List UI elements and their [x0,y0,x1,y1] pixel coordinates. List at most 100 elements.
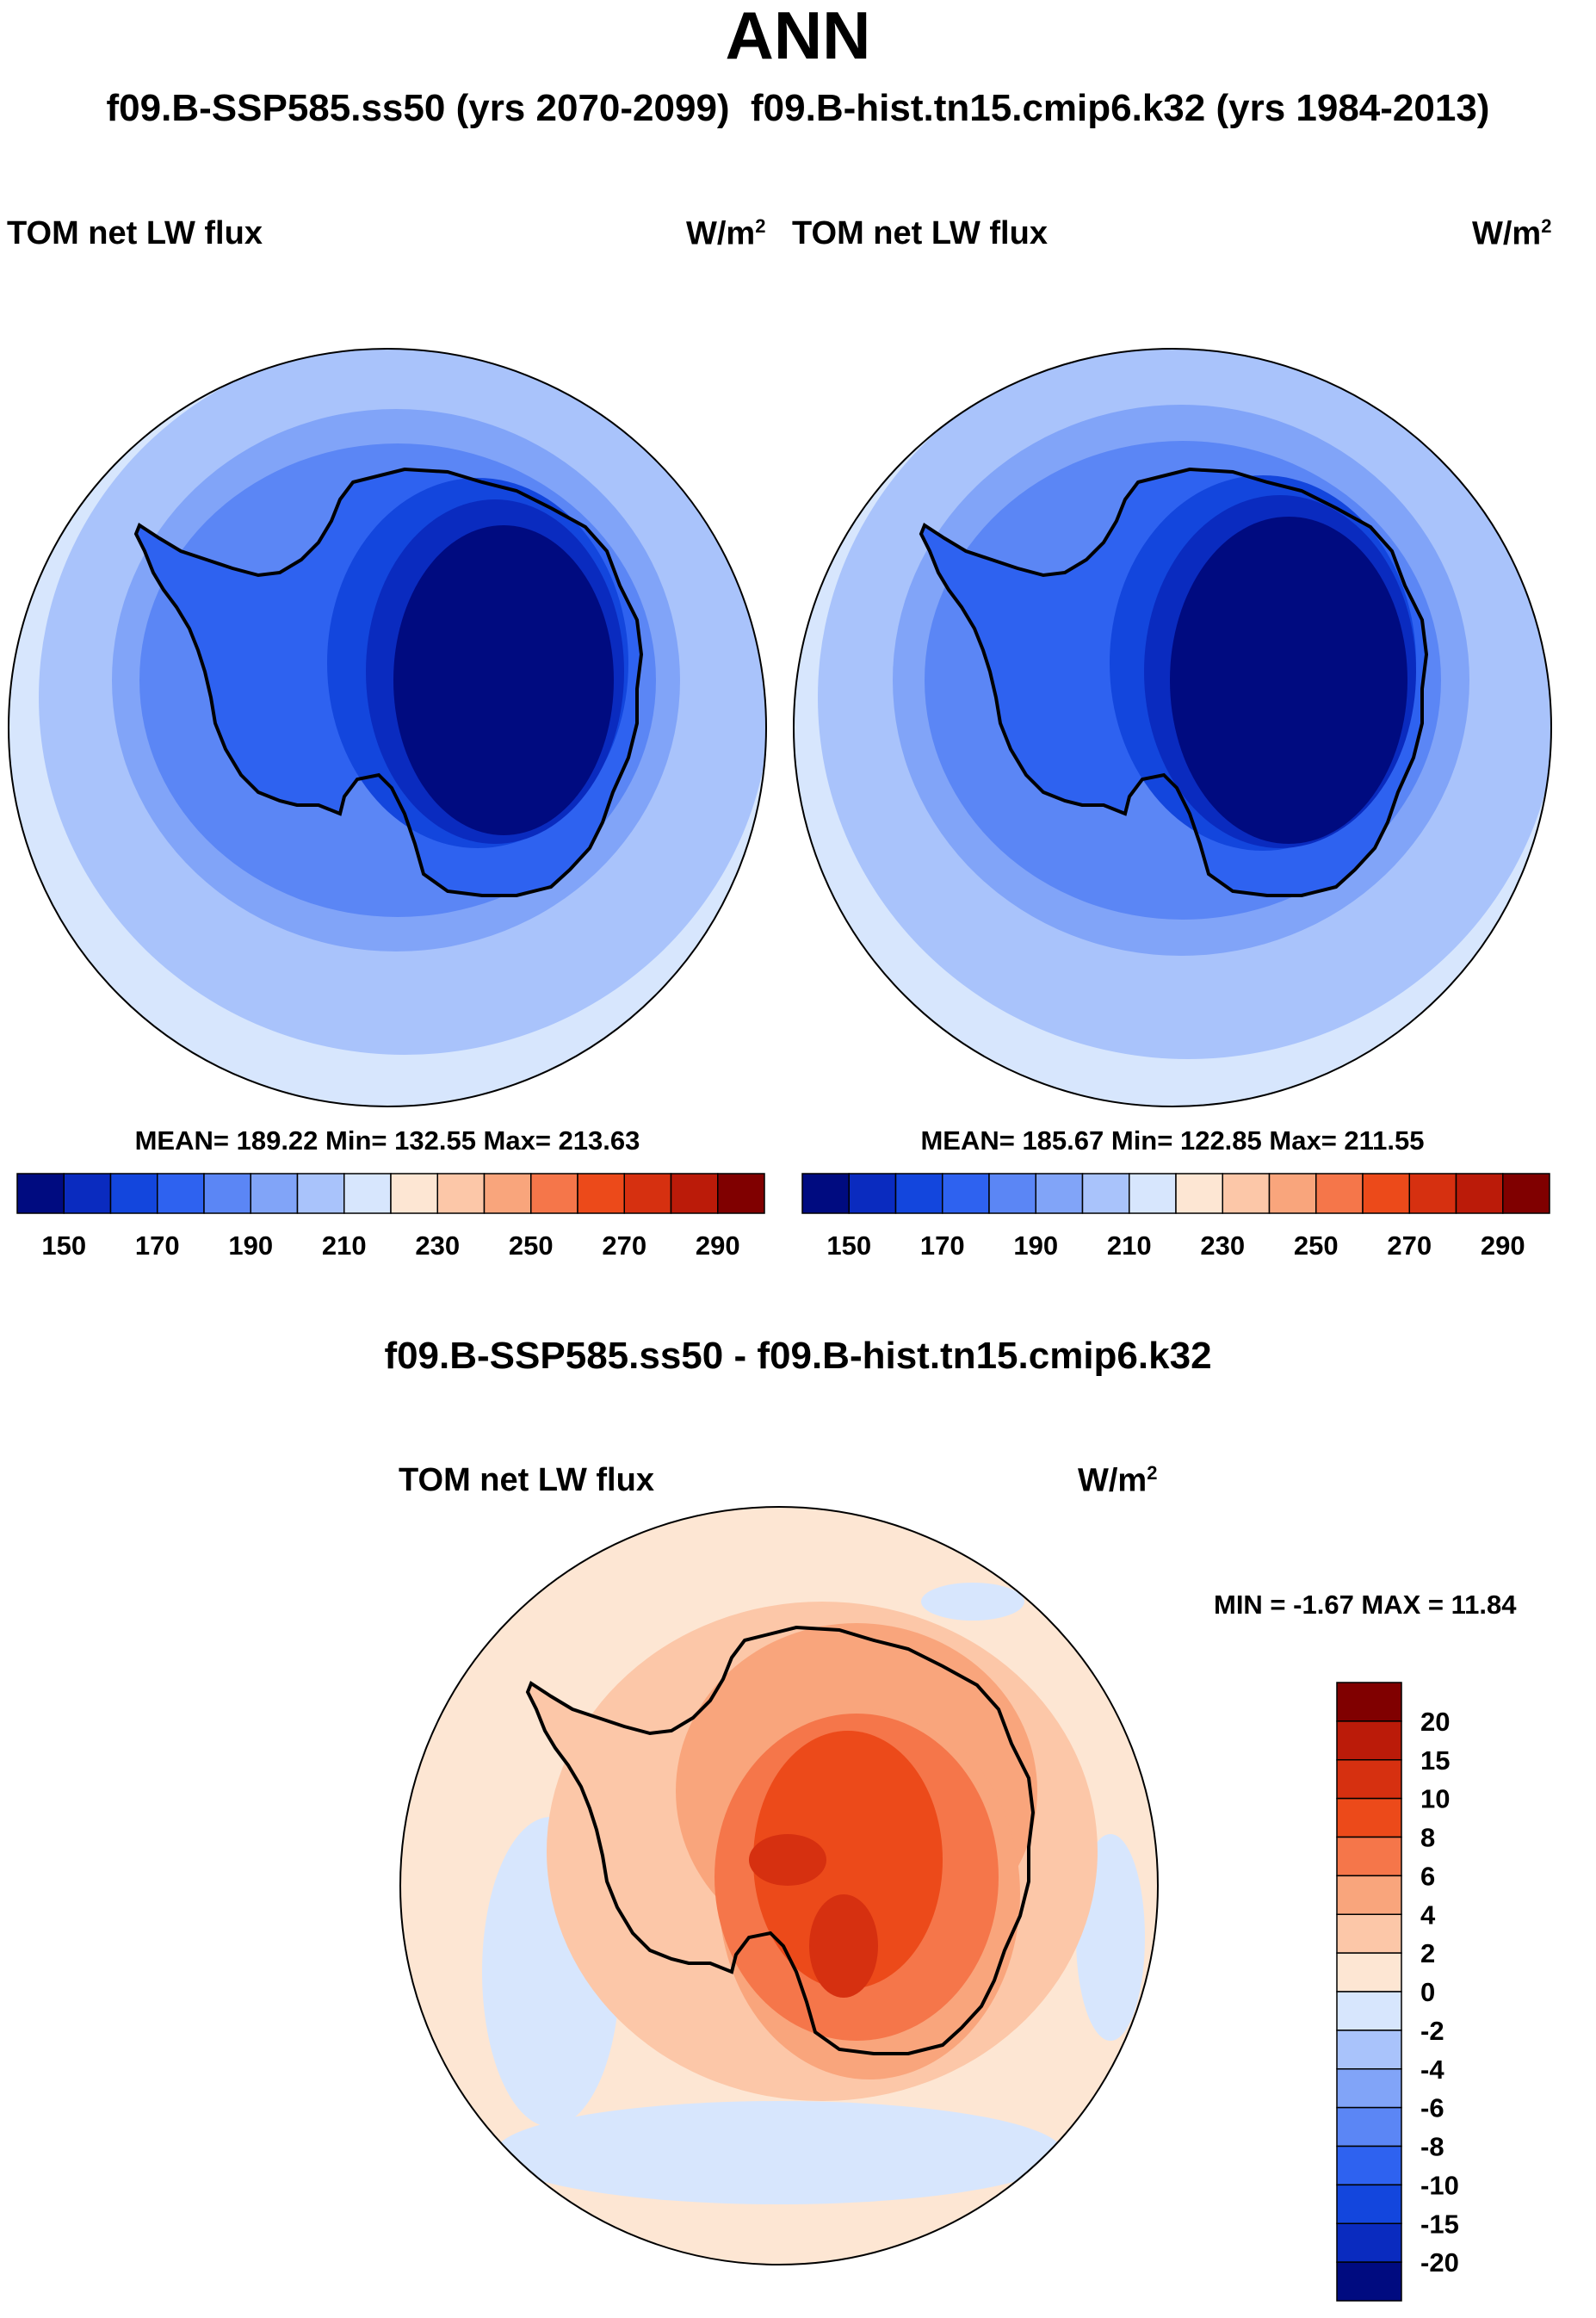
case-colorbar-box [296,1173,345,1214]
case-colorbar-box [577,1173,625,1214]
diff-colorbar-label: -8 [1420,2132,1444,2162]
diff-panel-title: TOM net LW flux [399,1462,654,1498]
diff-colorbar-label: -20 [1420,2247,1459,2278]
case-colorbar-box [16,1173,65,1214]
diff-colorbar-box [1336,1875,1402,1915]
ref-colorbar-label: 190 [1013,1230,1058,1261]
figure-title: ANN [725,0,871,73]
case-units-exp: 2 [755,215,766,237]
diff-colorbar-box [1336,2145,1402,2186]
ref-colorbar-box [1175,1173,1223,1214]
diff-colorbar-box [1336,1682,1402,1722]
diff-title: f09.B-SSP585.ss50 - f09.B-hist.tn15.cmip… [384,1335,1212,1377]
case-colorbar-box [530,1173,578,1214]
diff-colorbar-box [1336,1991,1402,2031]
diff-colorbar-label: 8 [1420,1823,1435,1853]
ref-colorbar-box [1502,1173,1550,1214]
diff-colorbar-box [1336,1759,1402,1800]
diff-colorbar-label: 0 [1420,1977,1435,2007]
ref-colorbar-box [1268,1173,1317,1214]
ref-colorbar-box [1222,1173,1271,1214]
diff-colorbar-label: 10 [1420,1784,1450,1814]
ref-colorbar-box [1081,1173,1130,1214]
case-colorbar-label: 190 [228,1230,273,1261]
case-colorbar-box [483,1173,532,1214]
ref-colorbar-label: 170 [920,1230,965,1261]
case-colorbar-box [343,1173,392,1214]
ref-colorbar-box [1362,1173,1410,1214]
case-colorbar-label: 270 [602,1230,646,1261]
diff-colorbar-label: -4 [1420,2055,1444,2085]
diff-colorbar-box [1336,2068,1402,2109]
ref-colorbar-box [1455,1173,1504,1214]
ref-colorbar-box [942,1173,990,1214]
case-colorbar-label: 250 [509,1230,554,1261]
diff-panel-units: W/m2 [1078,1464,1157,1497]
case-colorbar-label: 150 [41,1230,86,1261]
diff-colorbar-box [1336,1913,1402,1954]
diff-stats: MIN = -1.67 MAX = 11.84 [1214,1590,1517,1620]
ref-colorbar-label: 210 [1107,1230,1152,1261]
ref-colorbar-box [1129,1173,1177,1214]
diff-colorbar-box [1336,2222,1402,2263]
ref-colorbar-box [1408,1173,1457,1214]
diff-colorbar-box [1336,1797,1402,1838]
ref-panel-title: TOM net LW flux [792,215,1048,251]
subtitle-ref: f09.B-hist.tn15.cmip6.k32 (yrs 1984-2013… [751,87,1490,129]
ref-colorbar-box [988,1173,1036,1214]
case-colorbar-box [203,1173,251,1214]
case-colorbar-label: 230 [415,1230,460,1261]
diff-colorbar-label: -2 [1420,2016,1444,2046]
diff-colorbar-box [1336,2261,1402,2302]
ref-units-base: W/m [1472,215,1542,252]
ref-colorbar-box [1035,1173,1084,1214]
diff-colorbar-label: 15 [1420,1745,1450,1776]
ref-colorbar-label: 270 [1387,1230,1432,1261]
ref-panel-units: W/m2 [1472,217,1551,251]
case-colorbar-box [717,1173,765,1214]
diff-colorbar-label: 6 [1420,1861,1435,1891]
diff-colorbar-box [1336,2184,1402,2224]
diff-colorbar-box [1336,2106,1402,2148]
diff-colorbar-label: 2 [1420,1938,1435,1968]
case-colorbar-box [670,1173,719,1214]
case-colorbar-box [63,1173,112,1214]
case-colorbar-box [250,1173,299,1214]
diff-colorbar-box [1336,1952,1402,1993]
ref-colorbar-label: 290 [1481,1230,1525,1261]
case-colorbar-box [623,1173,672,1214]
ref-colorbar-box [848,1173,897,1214]
diff-map-border [399,1506,1159,2265]
ref-colorbar-box [894,1173,943,1214]
case-panel-title: TOM net LW flux [7,215,263,251]
case-colorbar-box [390,1173,438,1214]
ref-map [794,349,1551,1106]
diff-units-base: W/m [1078,1462,1148,1499]
ref-colorbar-label: 230 [1200,1230,1245,1261]
diff-units-exp: 2 [1147,1462,1158,1484]
case-map-border [8,348,767,1107]
diff-colorbar-box [1336,1720,1402,1761]
diff-colorbar-label: -6 [1420,2093,1444,2123]
diff-colorbar-label: 20 [1420,1707,1450,1737]
diff-colorbar-box [1336,2030,1402,2070]
case-panel-units: W/m2 [686,217,765,251]
diff-colorbar-label: 4 [1420,1900,1436,1930]
ref-colorbar-label: 150 [826,1230,871,1261]
ref-map-border [793,348,1552,1107]
case-colorbar-label: 210 [322,1230,367,1261]
case-colorbar: 150 170 190 210 230 250 270 290 [16,1173,765,1261]
ref-colorbar-box [801,1173,850,1214]
case-colorbar-box [157,1173,205,1214]
ref-colorbar: 150 170 190 210 230 250 270 290 [801,1173,1550,1261]
case-colorbar-box [109,1173,158,1214]
figure-subtitle: f09.B-SSP585.ss50 (yrs 2070-2099) f09.B-… [0,90,1596,127]
diff-colorbar-label: -15 [1420,2209,1459,2239]
diff-colorbar-label: -10 [1420,2170,1459,2200]
case-colorbar-label: 290 [696,1230,740,1261]
subtitle-case: f09.B-SSP585.ss50 (yrs 2070-2099) [106,87,730,129]
ref-colorbar-label: 250 [1294,1230,1339,1261]
case-map [9,349,766,1106]
